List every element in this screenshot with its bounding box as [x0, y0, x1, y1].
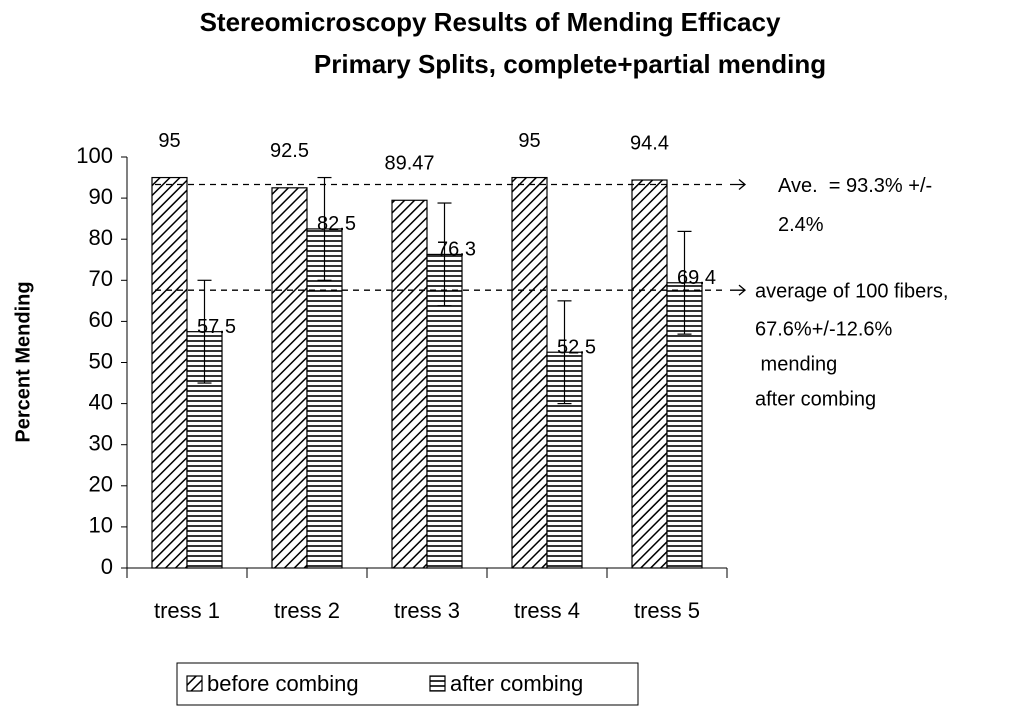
- x-tick-label: tress 3: [394, 598, 460, 623]
- annotation: after combing: [755, 388, 876, 410]
- y-tick-label: 0: [101, 554, 113, 579]
- x-tick-label: tress 2: [274, 598, 340, 623]
- x-tick-label: tress 5: [634, 598, 700, 623]
- y-tick-label: 20: [89, 472, 113, 497]
- value-label: 95: [518, 130, 540, 152]
- annotation: mending: [755, 353, 837, 375]
- legend-box: [176, 662, 639, 706]
- y-tick-label: 10: [89, 513, 113, 538]
- annotation: Ave. = 93.3% +/-: [778, 175, 932, 197]
- bar: [151, 176, 188, 569]
- chart-title: Stereomicroscopy Results of Mending Effi…: [200, 7, 781, 37]
- y-tick-label: 30: [89, 431, 113, 456]
- legend-label: after combing: [450, 671, 583, 696]
- y-tick-label: 80: [89, 225, 113, 250]
- value-label: 89.47: [384, 153, 434, 175]
- x-tick-label: tress 4: [514, 598, 580, 623]
- y-tick-label: 40: [89, 389, 113, 414]
- y-axis-label: Percent Mending: [12, 281, 34, 442]
- y-tick-label: 70: [89, 266, 113, 291]
- y-tick-label: 60: [89, 307, 113, 332]
- bar: [391, 199, 428, 569]
- value-label: 52.5: [557, 337, 596, 359]
- value-label: 95: [158, 130, 180, 152]
- annotation: 67.6%+/-12.6%: [755, 318, 893, 340]
- legend-swatch: [186, 675, 203, 692]
- value-label: 76.3: [437, 239, 476, 261]
- y-tick-label: 50: [89, 348, 113, 373]
- chart-subtitle: Primary Splits, complete+partial mending: [314, 49, 826, 79]
- arrow: [730, 284, 747, 296]
- legend-label: before combing: [207, 671, 359, 696]
- value-label: 69.4: [677, 267, 716, 289]
- value-label: 92.5: [270, 140, 309, 162]
- value-label: 94.4: [630, 132, 669, 154]
- x-tick-label: tress 1: [154, 598, 220, 623]
- value-label: 57.5: [197, 316, 236, 338]
- annotation: 2.4%: [778, 214, 824, 236]
- bar: [511, 176, 548, 569]
- bar: [631, 179, 668, 569]
- y-tick-label: 90: [89, 184, 113, 209]
- y-tick-label: 100: [76, 143, 113, 168]
- bar: [271, 187, 308, 569]
- legend-swatch: [429, 675, 446, 692]
- arrow: [730, 179, 747, 191]
- annotation: average of 100 fibers,: [755, 280, 948, 302]
- bar: [426, 253, 463, 569]
- value-label: 82.5: [317, 213, 356, 235]
